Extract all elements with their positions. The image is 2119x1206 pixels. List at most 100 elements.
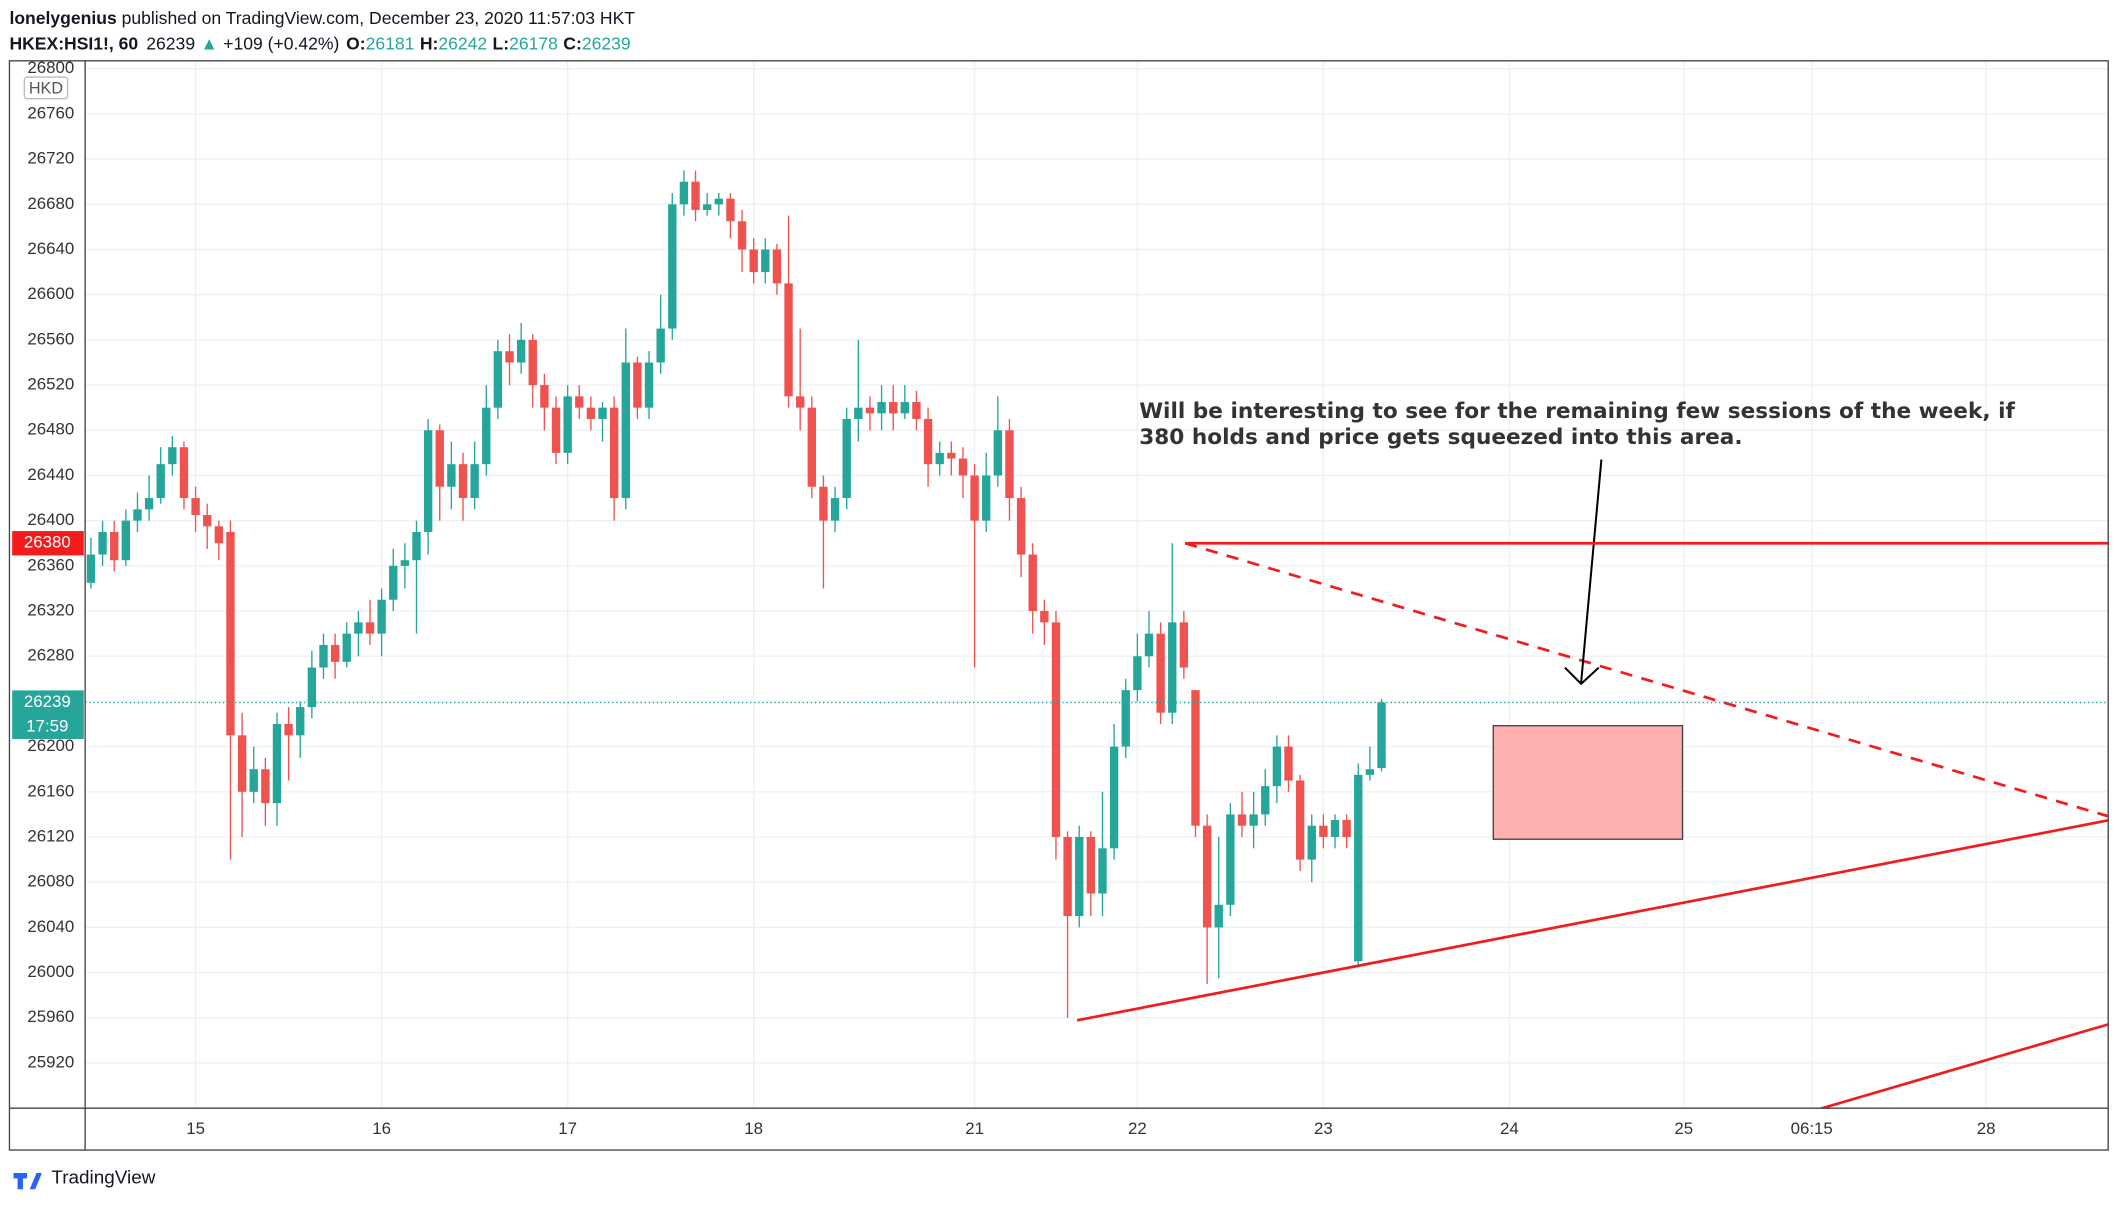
candle-body (365, 622, 375, 634)
x-tick-label: 24 (1500, 1119, 1519, 1138)
candle-body (563, 396, 572, 453)
candle-body (598, 407, 607, 419)
candle-body (261, 769, 270, 804)
candle-body (726, 198, 735, 222)
overlay: 25920 25960 26000 26040 26080 26120 26160 26200… (12, 58, 2109, 1138)
candle-body (203, 515, 212, 527)
candle-body (400, 560, 410, 566)
candle-body (377, 599, 386, 634)
candle-body (877, 402, 886, 414)
candle-body (1156, 633, 1165, 713)
candle-body (1191, 690, 1200, 826)
y-tick-label: 26320 (27, 601, 74, 620)
candle-body (621, 362, 630, 499)
candle-body (482, 407, 491, 465)
candle-body (935, 452, 944, 465)
candle-body (1051, 622, 1061, 837)
y-tick-label: 26120 (27, 826, 74, 845)
y-tick-label: 26400 (27, 510, 74, 529)
candle-body (330, 644, 340, 662)
candle-body (1016, 498, 1026, 555)
candle-body (737, 221, 747, 250)
candle-body (1028, 554, 1037, 612)
symbol: HKEX:HSI1!, 60 (9, 33, 138, 53)
candle-body (1098, 848, 1107, 894)
candle-body (296, 707, 305, 736)
candle-body (272, 724, 282, 804)
x-tick-label: 21 (965, 1119, 984, 1138)
candle-body (1202, 825, 1212, 928)
candle-body (505, 351, 514, 363)
y-tick-label: 26640 (27, 239, 74, 258)
candle-body (1354, 774, 1363, 962)
candle-body (912, 402, 921, 419)
open-label: O: (346, 33, 365, 53)
annotation-line: Will be interesting to see for the remai… (1139, 399, 2015, 424)
candle-body (86, 554, 96, 583)
candle-body (516, 339, 526, 363)
drawings (1076, 459, 2109, 1109)
candle-body (447, 464, 456, 487)
candle-body (237, 735, 247, 792)
candle-body (144, 498, 154, 510)
candle-body (1133, 656, 1142, 691)
y-tick-label: 25920 (27, 1052, 74, 1071)
candle-body (1272, 746, 1282, 787)
grid (85, 60, 2109, 1109)
candle-body (214, 526, 224, 544)
candle-body (470, 464, 479, 499)
candle-body (865, 407, 875, 414)
change-arrow: ▲ (200, 33, 217, 53)
candle-body (1063, 836, 1072, 917)
candle-body (540, 385, 549, 408)
y-tick-label: 26680 (27, 194, 74, 213)
price-level-label: 26380 (24, 533, 71, 552)
candle-body (342, 633, 351, 662)
countdown: 17:59 (26, 716, 68, 735)
logo-mark (13, 1173, 42, 1190)
candle-body (1365, 769, 1375, 775)
frame (8, 60, 2109, 1151)
brand: TradingView (51, 1167, 155, 1188)
open-value: 26181 (366, 33, 415, 53)
candle-body (772, 249, 782, 284)
candle-body (389, 565, 398, 600)
low-value: 26178 (509, 33, 558, 53)
candle-body (633, 362, 642, 408)
y-tick-label: 26520 (27, 375, 74, 394)
currency-box (23, 76, 69, 100)
x-tick-label: 25 (1674, 1119, 1693, 1138)
arrow-head (1564, 666, 1600, 686)
close-value: 26239 (582, 33, 631, 53)
last-price-label: 26239 (24, 692, 71, 711)
currency: HKD (29, 79, 63, 97)
candle-body (679, 181, 689, 205)
candle-body (249, 769, 258, 792)
x-tick-label: 23 (1314, 1119, 1333, 1138)
candle-body (1330, 820, 1340, 837)
high-label: H: (420, 33, 439, 53)
candle-body (179, 447, 189, 499)
candle-body (714, 198, 723, 205)
low-label: L: (493, 33, 510, 53)
candle-body (1086, 836, 1096, 894)
candle-body (319, 644, 328, 668)
publish-line: lonelygenius published on TradingView.co… (9, 8, 635, 28)
candle-body (761, 249, 770, 273)
candle-body (412, 531, 421, 561)
lower-trendline (1817, 1023, 2109, 1109)
candle-body (307, 667, 317, 708)
candle-body (1342, 820, 1351, 837)
candle-body (1249, 814, 1258, 826)
high-value: 26242 (438, 33, 487, 53)
candle-body (784, 283, 793, 397)
candle-body (702, 204, 712, 210)
candle-body (993, 430, 1003, 476)
annotation-line: 380 holds and price gets squeezed into t… (1139, 425, 1742, 450)
candle-body (795, 396, 805, 408)
price-level-badge (12, 531, 84, 556)
candle-body (1261, 786, 1270, 815)
candle-body (1226, 814, 1235, 905)
candle-body (749, 249, 758, 273)
